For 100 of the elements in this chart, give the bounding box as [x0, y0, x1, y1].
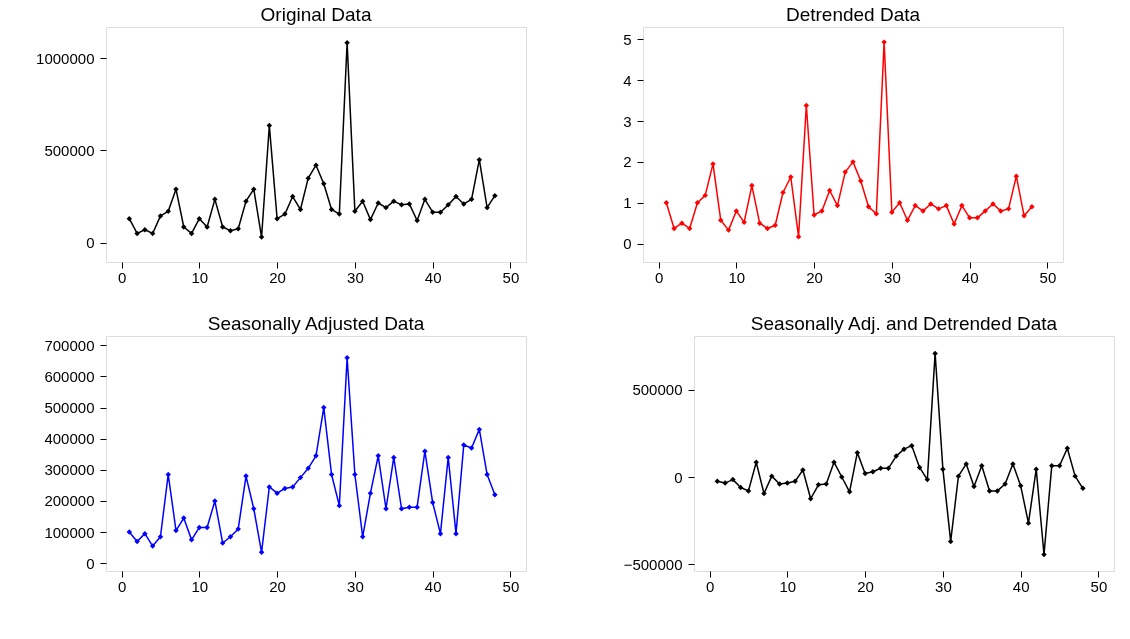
point	[134, 538, 140, 545]
point	[367, 490, 374, 496]
y-tick-label: 500000	[632, 381, 683, 399]
point	[1080, 485, 1086, 492]
x-tick-label: 30	[347, 268, 364, 286]
point	[862, 470, 868, 477]
point	[422, 196, 428, 203]
point	[391, 454, 397, 461]
y-tick-label: 5	[623, 30, 632, 48]
point	[492, 492, 498, 498]
point	[986, 488, 993, 494]
point	[149, 543, 156, 549]
point	[935, 206, 942, 212]
point	[484, 204, 490, 211]
point	[749, 182, 755, 189]
y-tick-label: 0	[623, 235, 632, 253]
point	[165, 208, 171, 215]
point	[445, 202, 451, 208]
x-tick-label: 0	[117, 577, 127, 595]
x-tick-label: 40	[1012, 577, 1030, 595]
x-tick-label: 40	[424, 577, 442, 595]
point	[889, 209, 895, 215]
x-tick-label: 50	[1090, 577, 1108, 595]
point	[776, 481, 783, 487]
point	[142, 530, 148, 537]
point	[352, 471, 358, 478]
point	[251, 186, 257, 192]
point	[305, 465, 311, 472]
point	[909, 442, 915, 449]
point	[461, 442, 467, 448]
point	[476, 426, 483, 433]
y-tick-label: 0	[86, 554, 95, 572]
x-tick-label: 40	[961, 268, 979, 286]
y-tick-label: 500000	[44, 141, 95, 159]
point	[414, 217, 420, 224]
point	[842, 169, 848, 175]
point	[893, 453, 899, 459]
x-tick-label: 10	[191, 268, 209, 286]
point	[769, 473, 775, 479]
x-tick-label: 0	[117, 268, 127, 286]
x-tick-label: 40	[424, 268, 442, 286]
point	[492, 192, 498, 199]
point	[274, 215, 280, 222]
y-tick-label: 700000	[44, 336, 95, 354]
point	[126, 215, 133, 222]
x-tick-label: 30	[935, 577, 952, 595]
point	[476, 156, 483, 163]
point	[885, 465, 892, 472]
x-tick-label: 30	[347, 577, 364, 595]
x-tick-label: 0	[705, 577, 715, 595]
point	[344, 39, 350, 46]
point	[484, 471, 490, 478]
point	[282, 485, 288, 492]
y-tick-label: 0	[86, 234, 95, 252]
point	[756, 220, 763, 226]
point	[352, 208, 358, 215]
point	[753, 459, 759, 465]
chart-title: Seasonally Adj. and Detrended Data	[750, 313, 1058, 334]
x-tick-label: 10	[779, 577, 797, 595]
point	[1025, 520, 1032, 526]
point	[1005, 206, 1012, 212]
x-tick-label: 20	[269, 268, 286, 286]
point	[865, 204, 872, 210]
point	[823, 481, 829, 487]
point	[784, 480, 791, 486]
point	[873, 211, 880, 217]
point	[955, 473, 962, 479]
point	[932, 350, 938, 357]
x-tick-label: 20	[806, 268, 823, 286]
x-tick-label: 50	[502, 577, 520, 595]
x-tick-label: 20	[269, 577, 286, 595]
point	[274, 490, 280, 496]
point	[375, 453, 381, 459]
point	[305, 175, 311, 181]
point	[772, 222, 778, 228]
chart-title: Original Data	[260, 4, 372, 25]
y-tick-label: 500000	[44, 399, 95, 417]
point	[780, 189, 786, 196]
point	[896, 200, 903, 206]
x-tick-label: 20	[857, 577, 874, 595]
point	[982, 208, 988, 214]
point	[181, 515, 187, 521]
point	[165, 471, 171, 478]
x-tick-label: 50	[502, 268, 520, 286]
point	[157, 534, 164, 540]
point	[422, 448, 428, 454]
y-tick-label: −500000	[623, 555, 683, 573]
point	[761, 490, 767, 497]
point	[1017, 482, 1024, 489]
point	[998, 208, 1004, 214]
point	[807, 496, 814, 502]
point	[974, 215, 981, 221]
point	[870, 469, 876, 475]
point	[815, 482, 822, 488]
point	[1033, 466, 1039, 472]
point	[671, 225, 677, 232]
point	[453, 530, 459, 537]
point	[398, 506, 405, 512]
point	[344, 355, 350, 361]
point	[266, 122, 273, 129]
